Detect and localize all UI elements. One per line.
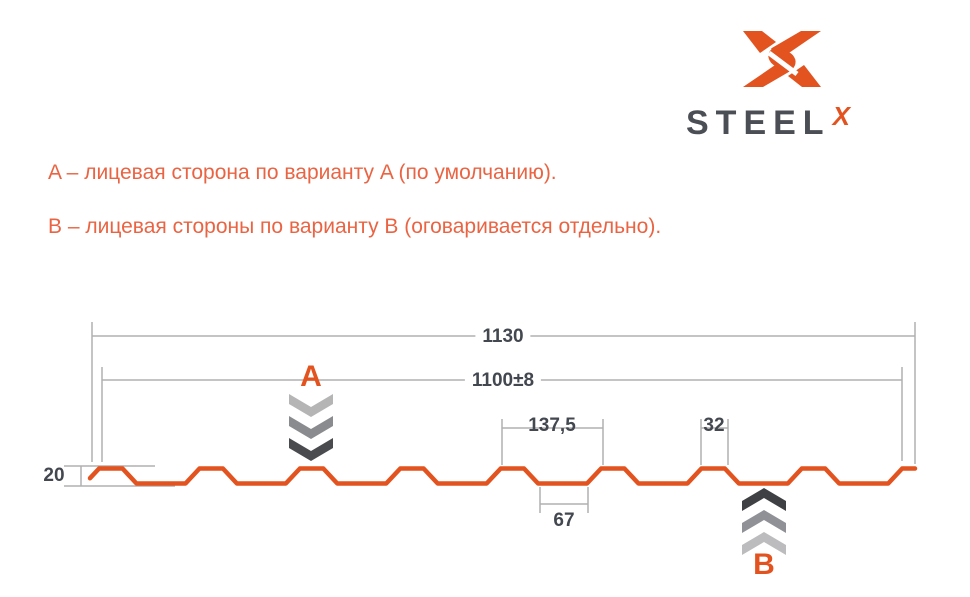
brand-suffix-x: X bbox=[832, 101, 850, 131]
chevron-a-3 bbox=[289, 438, 333, 461]
brand-name: STEEL bbox=[686, 104, 831, 142]
dim-label-height: 20 bbox=[43, 465, 65, 486]
chevron-b-3 bbox=[742, 532, 786, 555]
dim-label-rib-top: 32 bbox=[703, 415, 725, 436]
logo-arm-top-right bbox=[771, 31, 821, 57]
dim-label-working-width: 1100±8 bbox=[464, 371, 542, 391]
chevron-b-1 bbox=[742, 488, 786, 511]
chevron-b-2 bbox=[742, 510, 786, 533]
logo-arm-bottom-left bbox=[743, 61, 793, 87]
logo-hook-lower bbox=[770, 51, 796, 72]
side-label-a: A bbox=[300, 360, 322, 393]
note-variant-a: A – лицевая сторона по варианту A (по ум… bbox=[48, 161, 557, 184]
steelx-logo-mark bbox=[743, 31, 821, 87]
dim-label-rib-bottom: 67 bbox=[553, 510, 575, 531]
variant-a-chevrons bbox=[289, 394, 333, 461]
dim-label-pitch: 137,5 bbox=[528, 415, 576, 436]
brand-wordmark: STEELX bbox=[686, 101, 916, 143]
logo-slash-gap bbox=[767, 51, 799, 76]
note-variant-b: B – лицевая стороны по варианту B (огова… bbox=[48, 215, 662, 238]
logo-x-wedges bbox=[743, 31, 821, 87]
chevron-a-2 bbox=[289, 416, 333, 439]
chevron-a-1 bbox=[289, 394, 333, 417]
logo-wedge-top-left bbox=[743, 31, 776, 53]
sheet-profile-outline bbox=[87, 466, 918, 486]
side-label-b: B bbox=[753, 548, 775, 581]
logo-x-link bbox=[767, 46, 799, 76]
dim-label-total-width: 1130 bbox=[475, 327, 531, 347]
variant-b-chevrons bbox=[742, 488, 786, 555]
